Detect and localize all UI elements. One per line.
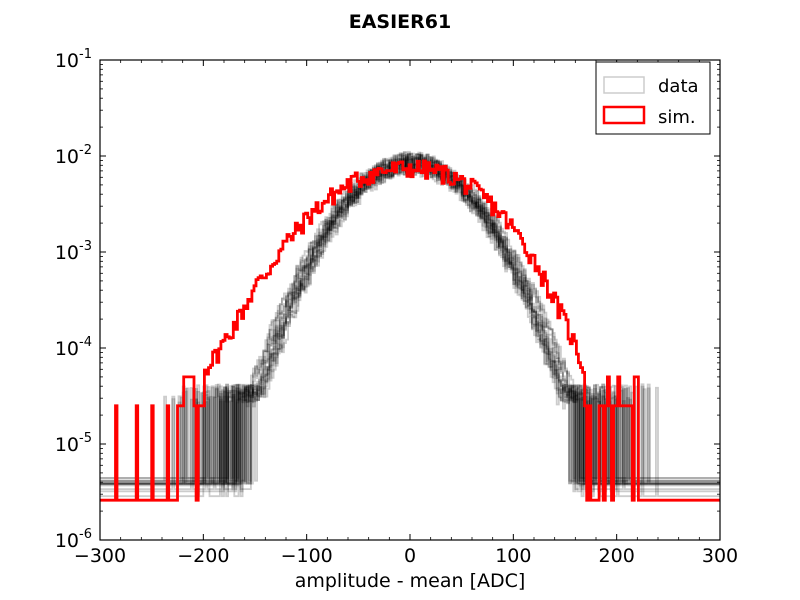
y-tick-label: 10-1: [55, 47, 92, 72]
legend-sim-swatch: [602, 105, 646, 125]
y-tick-label: 10-4: [55, 335, 92, 360]
x-tick-label: −300: [74, 545, 126, 567]
legend-data-label: data: [658, 76, 699, 97]
x-tick-label: 300: [702, 545, 738, 567]
data-histogram-line: [100, 154, 720, 498]
data-histogram-line: [100, 152, 720, 484]
y-tick-label: 10-5: [55, 431, 92, 456]
data-histogram-line: [100, 156, 720, 485]
y-tick-label: 10-3: [55, 239, 92, 264]
x-tick-label: −200: [177, 545, 229, 567]
x-axis-label: amplitude - mean [ADC]: [295, 570, 526, 592]
x-tick-label: 0: [404, 545, 416, 567]
x-tick-label: 100: [495, 545, 531, 567]
y-tick-label: 10-2: [55, 143, 92, 168]
data-histogram-line: [100, 154, 720, 485]
axis-ticks: −300 −200 −100 0 100 200 300 10-6 10-5 10-4 10-3 10…: [55, 47, 738, 567]
sim-histogram-line: [100, 159, 720, 502]
data-histogram-line: [100, 153, 720, 484]
y-tick-label: 10-6: [55, 527, 92, 552]
legend-sim-label: sim.: [658, 107, 696, 128]
data-histogram-line: [100, 150, 720, 487]
plot-area: [100, 150, 720, 502]
data-histogram-line: [100, 153, 720, 485]
x-tick-label: 200: [599, 545, 635, 567]
x-tick-label: −100: [281, 545, 333, 567]
chart-title: EASIER61: [349, 11, 452, 33]
legend-data-swatch: [603, 76, 645, 94]
legend: data sim.: [595, 61, 711, 135]
data-histogram-line: [100, 153, 720, 490]
